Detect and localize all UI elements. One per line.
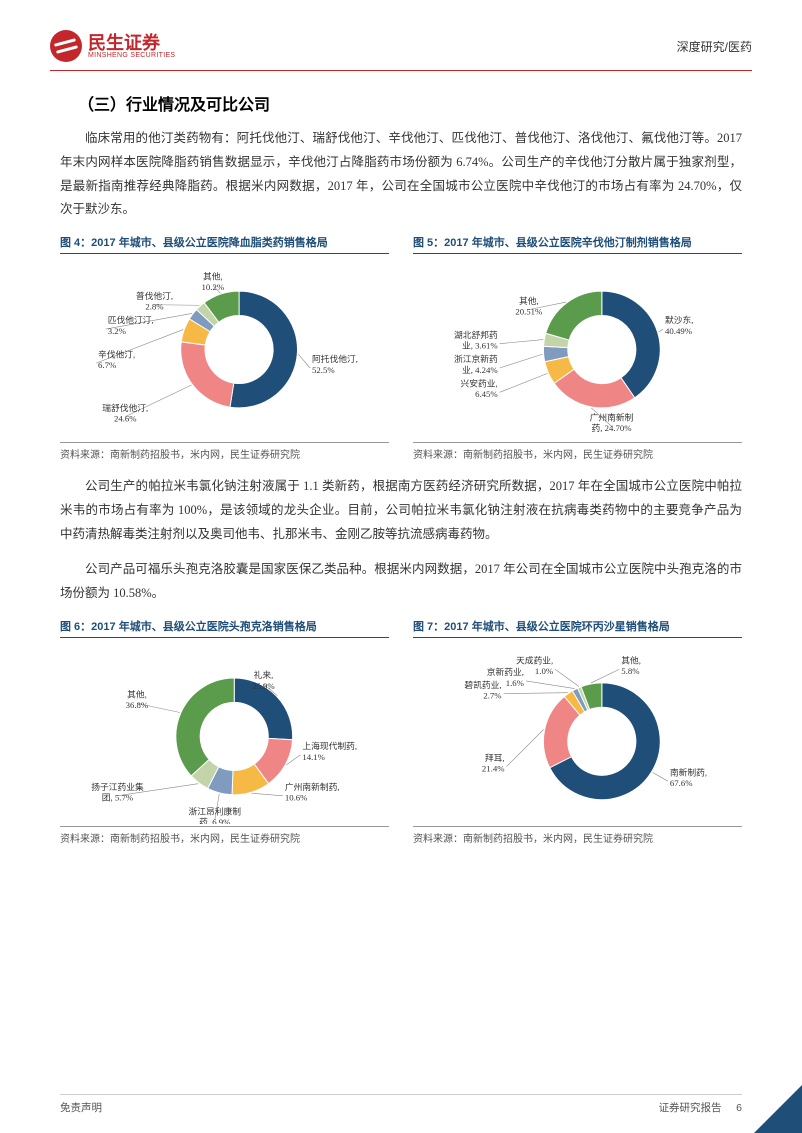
slice-pct: 24.6% (114, 414, 137, 424)
slice-label: 其他, (621, 654, 641, 665)
slice-pct: 2.8% (145, 302, 163, 312)
fig7-chart: 南新制药,67.6% 拜耳,21.4% 碧凯药业,2.7% 京新药业,1.6% 天成药业… (413, 644, 742, 824)
pie-slice (546, 291, 602, 340)
paragraph-3: 公司产品可福乐头孢克洛胶囊是国家医保乙类品种。根据米内网数据，2017 年公司在… (60, 558, 742, 606)
section-title: （三）行业情况及可比公司 (78, 91, 742, 115)
fig5-chart: 默沙东,40.49%广州南新制药, 24.70%兴安药业,6.45%浙江京新药业… (413, 260, 742, 440)
logo-text-cn: 民生证券 (88, 34, 175, 52)
slice-label: 匹伐他汀汀, (108, 314, 154, 325)
slice-label: 京新药业, (487, 666, 524, 677)
pie-slice (181, 342, 234, 407)
slice-pct: 40.49% (665, 326, 692, 336)
slice-pct: 业, 4.24% (462, 365, 498, 375)
footer-right: 证券研究报告 6 (659, 1100, 742, 1115)
corner-decoration (754, 1085, 802, 1133)
paragraph-2: 公司生产的帕拉米韦氯化钠注射液属于 1.1 类新药，根据南方医药经济研究所数据，… (60, 475, 742, 546)
slice-label: 兴安药业, (461, 377, 498, 388)
logo-text-en: MINSHENG SECURITIES (88, 52, 175, 59)
slice-label: 拜耳, (485, 753, 505, 763)
slice-label: 上海现代制药, (302, 740, 357, 751)
fig6-source: 资料来源：南新制药招股书，米内网，民生证券研究院 (60, 826, 389, 845)
slice-pct: 药, 24.70% (591, 423, 631, 433)
slice-pct: 3.2% (108, 326, 126, 336)
fig6: 图 6：2017 年城市、县级公立医院头孢克洛销售格局 礼来,25.9% 上海现代… (60, 618, 389, 845)
slice-pct: 36.8% (126, 700, 149, 710)
slice-label: 天成药业, (516, 654, 553, 665)
slice-label: 辛伐他汀, (98, 348, 135, 359)
chart-row-1: 图 4：2017 年城市、县级公立医院降血脂类药销售格局 阿托伐他汀,52.5%… (60, 234, 742, 461)
slice-label: 扬子江药业集 (91, 781, 144, 792)
slice-pct: 2.7% (483, 690, 501, 700)
slice-label: 广州南新制 (590, 412, 634, 423)
slice-pct: 6.7% (98, 360, 116, 370)
slice-label: 默沙东, (665, 314, 693, 325)
header-category: 深度研究/医药 (677, 38, 752, 55)
slice-pct: 业, 3.61% (462, 341, 498, 351)
fig7: 图 7：2017 年城市、县级公立医院环丙沙星销售格局 南新制药,67.6% 拜耳… (413, 618, 742, 845)
slice-pct: 团, 5.7% (102, 792, 133, 802)
fig4: 图 4：2017 年城市、县级公立医院降血脂类药销售格局 阿托伐他汀,52.5%… (60, 234, 389, 461)
slice-pct: 1.6% (506, 678, 524, 688)
fig5: 图 5：2017 年城市、县级公立医院辛伐他汀制剂销售格局 默沙东,40.49%… (413, 234, 742, 461)
fig4-title: 图 4：2017 年城市、县级公立医院降血脂类药销售格局 (60, 234, 389, 254)
slice-pct: 21.4% (482, 763, 505, 773)
slice-label: 普伐他汀, (136, 290, 173, 301)
slice-pct: 药, 6.9% (199, 817, 230, 824)
slice-pct: 14.1% (302, 752, 325, 762)
slice-label: 碧凯药业, (464, 679, 501, 690)
slice-label: 其他, (519, 295, 539, 306)
fig7-source: 资料来源：南新制药招股书，米内网，民生证券研究院 (413, 826, 742, 845)
slice-pct: 5.8% (621, 666, 639, 676)
slice-label: 南新制药, (670, 766, 707, 777)
slice-pct: 10.6% (285, 792, 308, 802)
slice-label: 其他, (127, 688, 147, 699)
slice-pct: 6.45% (475, 389, 498, 399)
slice-label: 浙江昂利康制 (189, 805, 242, 816)
pie-slice (176, 678, 234, 776)
slice-label: 阿托伐他汀, (312, 353, 358, 364)
logo-icon (50, 30, 82, 62)
slice-pct: 52.5% (312, 365, 335, 375)
slice-label: 礼来, (254, 669, 274, 680)
slice-label: 其他, (203, 270, 223, 281)
paragraph-1: 临床常用的他汀类药物有：阿托伐他汀、瑞舒伐他汀、辛伐他汀、匹伐他汀、普伐他汀、洛… (60, 127, 742, 222)
slice-pct: 20.51% (515, 306, 542, 316)
slice-pct: 67.6% (670, 778, 693, 788)
pie-slice (602, 291, 660, 398)
slice-label: 湖北舒邦药 (454, 329, 498, 340)
fig5-title: 图 5：2017 年城市、县级公立医院辛伐他汀制剂销售格局 (413, 234, 742, 254)
fig4-source: 资料来源：南新制药招股书，米内网，民生证券研究院 (60, 442, 389, 461)
logo: 民生证券 MINSHENG SECURITIES (50, 30, 175, 62)
slice-pct: 25.9% (252, 681, 275, 691)
page-header: 民生证券 MINSHENG SECURITIES 深度研究/医药 (50, 30, 752, 71)
fig7-title: 图 7：2017 年城市、县级公立医院环丙沙星销售格局 (413, 618, 742, 638)
slice-pct: 10.2% (202, 282, 225, 292)
slice-label: 广州南新制药, (285, 781, 340, 792)
chart-row-2: 图 6：2017 年城市、县级公立医院头孢克洛销售格局 礼来,25.9% 上海现代… (60, 618, 742, 845)
slice-label: 浙江京新药 (454, 353, 498, 364)
page-footer: 免责声明 证券研究报告 6 (60, 1094, 742, 1115)
fig4-chart: 阿托伐他汀,52.5% 瑞舒伐他汀,24.6% 辛伐他汀,6.7% 匹伐他汀汀,3.2… (60, 260, 389, 440)
pie-slice (230, 291, 298, 408)
fig6-title: 图 6：2017 年城市、县级公立医院头孢克洛销售格局 (60, 618, 389, 638)
fig5-source: 资料来源：南新制药招股书，米内网，民生证券研究院 (413, 442, 742, 461)
footer-disclaimer: 免责声明 (60, 1100, 102, 1115)
slice-label: 瑞舒伐他汀, (102, 402, 148, 413)
fig6-chart: 礼来,25.9% 上海现代制药,14.1% 广州南新制药,10.6% 浙江昂利康制药,… (60, 644, 389, 824)
slice-pct: 1.0% (535, 666, 553, 676)
